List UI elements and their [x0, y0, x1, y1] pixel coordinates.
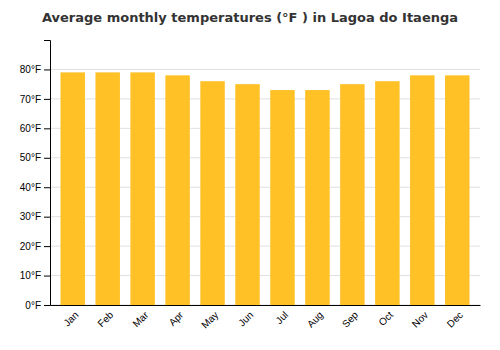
y-tick-mark: [44, 158, 50, 159]
x-tick: Nov: [410, 309, 430, 329]
y-axis: 0°F 10°F 20°F 30°F 40°F 50°F 60°F 70°F 80°F: [20, 41, 51, 311]
x-tick-label: Jul: [273, 309, 290, 326]
x-tick-label: Jun: [236, 309, 255, 328]
x-tick: Apr: [167, 309, 186, 328]
x-axis: Jan Feb Mar Apr May Jun Jul Aug Sep Oct Nov Dec: [51, 306, 481, 331]
y-tick-label: 20°F: [20, 241, 41, 252]
y-tick-label: 30°F: [20, 211, 41, 222]
y-tick-mark: [44, 305, 50, 306]
x-tick-label: Jan: [61, 309, 80, 328]
x-tick: Jan: [61, 309, 80, 328]
y-tick-mark: [44, 276, 50, 277]
chart: Average monthly temperatures (°F ) in La…: [0, 0, 500, 350]
y-tick: 70°F: [20, 94, 50, 105]
x-tick-label: Apr: [167, 309, 186, 328]
x-tick-label: Nov: [410, 309, 430, 329]
x-tick: Feb: [95, 309, 115, 329]
y-tick-mark: [44, 217, 50, 218]
y-tick-label: 40°F: [20, 182, 41, 193]
bar: [60, 72, 84, 305]
y-tick-label: 10°F: [20, 270, 41, 281]
y-tick-mark: [44, 99, 50, 100]
x-tick: Jun: [236, 309, 255, 328]
y-tick: 60°F: [20, 123, 50, 134]
x-tick-label: Mar: [130, 309, 150, 329]
x-tick: May: [199, 309, 220, 330]
x-tick: Sep: [340, 309, 361, 330]
bar: [305, 90, 329, 305]
bar: [165, 75, 189, 305]
y-tick-mark: [44, 246, 50, 247]
bar: [95, 72, 119, 305]
bar: [445, 75, 469, 305]
x-axis-line: [51, 305, 481, 306]
y-tick: 40°F: [20, 182, 50, 193]
y-tick: 80°F: [20, 64, 50, 75]
x-tick-label: May: [199, 309, 220, 330]
y-tick-label: 70°F: [20, 94, 41, 105]
x-tick: Jul: [273, 309, 290, 326]
y-tick: 10°F: [20, 270, 50, 281]
title: Average monthly temperatures (°F ) in La…: [42, 10, 458, 25]
x-tick: Aug: [305, 309, 325, 329]
x-tick-label: Oct: [376, 309, 395, 328]
bar: [410, 75, 434, 305]
x-tick: Mar: [130, 309, 150, 329]
y-tick: 50°F: [20, 152, 50, 163]
y-tick-label: 50°F: [20, 152, 41, 163]
bar: [270, 90, 294, 305]
x-tick-label: Feb: [95, 309, 115, 329]
grid-line: [50, 69, 480, 70]
y-tick: 20°F: [20, 241, 50, 252]
y-tick-label: 0°F: [25, 300, 41, 311]
y-tick-mark: [44, 69, 50, 70]
y-tick-label: 60°F: [20, 123, 41, 134]
x-tick-label: Sep: [340, 309, 361, 330]
x-tick: Dec: [445, 309, 465, 329]
grid: [50, 69, 480, 305]
bar: [235, 84, 259, 305]
y-tick-label: 80°F: [20, 64, 41, 75]
y-tick-mark: [44, 128, 50, 129]
bar: [340, 84, 364, 305]
y-axis-line: [44, 41, 51, 306]
bars: [60, 72, 469, 305]
plot: 0°F 10°F 20°F 30°F 40°F 50°F 60°F 70°F 80°F Jan Fe…: [20, 41, 481, 331]
bar: [130, 72, 154, 305]
x-tick-label: Dec: [445, 309, 465, 329]
bar: [200, 81, 224, 305]
x-tick-label: Aug: [305, 309, 325, 329]
x-tick: Oct: [376, 309, 395, 328]
y-tick: 0°F: [25, 300, 50, 311]
y-tick-mark: [44, 187, 50, 188]
bar: [375, 81, 399, 305]
y-tick: 30°F: [20, 211, 50, 222]
